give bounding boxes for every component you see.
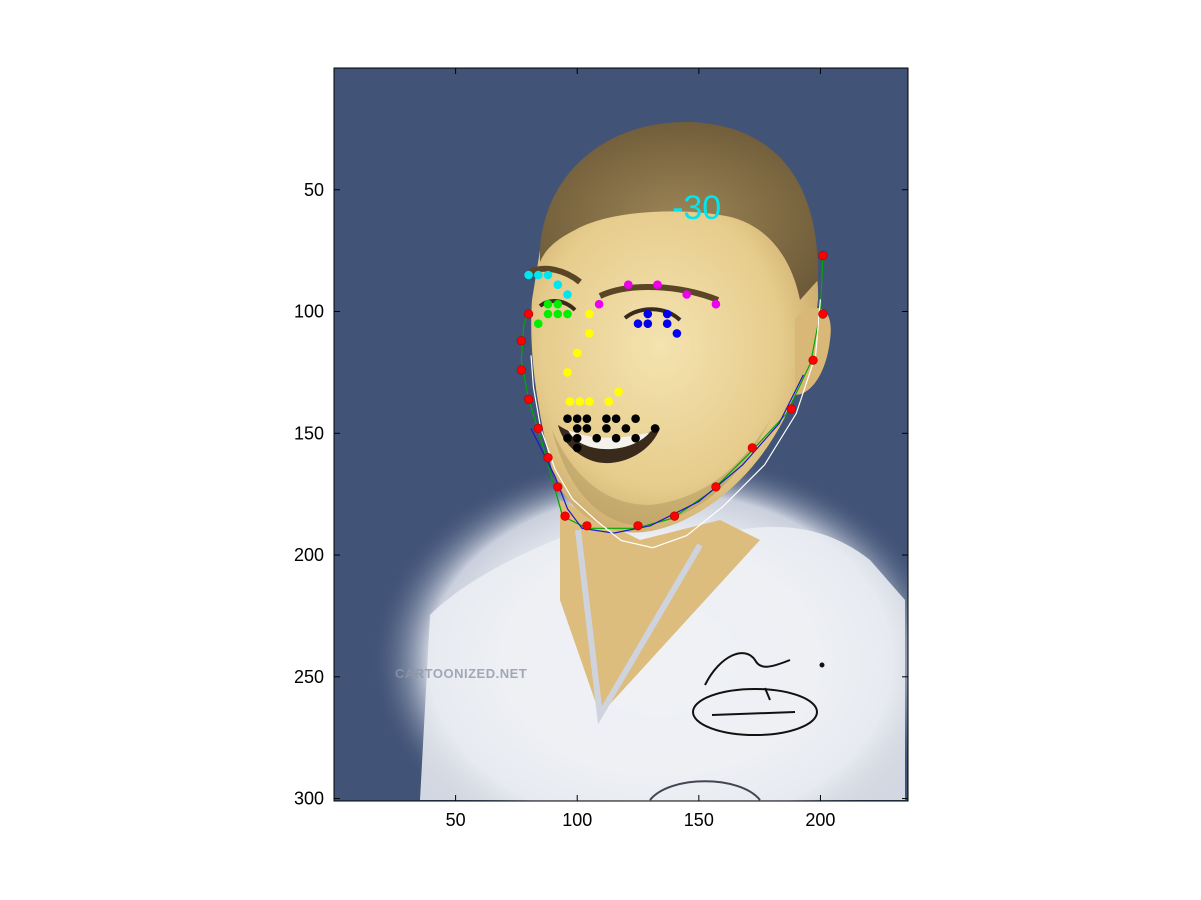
axes-frame (333, 67, 909, 802)
left-brow-point (563, 290, 572, 299)
fit-white-curve (530, 299, 821, 549)
jaw-point (818, 309, 828, 319)
left-eye-point (543, 309, 553, 319)
mouth-point (621, 424, 631, 433)
axis-ticks: 50 100 150 200 50 100 150 200 250 300 (294, 68, 908, 830)
left-eye-point (534, 319, 543, 329)
left-brow-point (553, 280, 563, 290)
mouth-point (572, 424, 582, 433)
nose-point (585, 397, 594, 406)
beard-shadow (552, 420, 770, 526)
nose-point (575, 397, 584, 406)
right-brow-point (653, 280, 662, 290)
left-brow-point (543, 270, 553, 280)
portrait-image: CARTOONIZED.NET (370, 121, 908, 801)
jaw-point (523, 309, 534, 319)
mouth-point (572, 414, 582, 424)
right-eye-point (643, 309, 653, 319)
jaw-point (516, 365, 526, 375)
nose-point (565, 397, 575, 406)
jaw-point (818, 250, 828, 261)
left-brow-point (524, 270, 533, 280)
y-tick-label: 50 (304, 180, 324, 200)
teeth (568, 430, 650, 450)
jaw-point (543, 453, 553, 463)
right-brow-point (711, 299, 721, 309)
mouth-point (611, 414, 621, 424)
landmark-points (516, 250, 828, 531)
mouth-point (592, 433, 601, 443)
mouth-point (602, 424, 611, 433)
mouth-point (650, 424, 660, 433)
jaw-point (786, 404, 796, 414)
right-eye-point (662, 309, 672, 319)
right-eye-point (633, 319, 643, 329)
hair (540, 121, 819, 300)
x-tick-label: 50 (446, 810, 466, 830)
left-brow-point (534, 270, 543, 280)
nose-point (614, 387, 623, 397)
x-tick-label: 200 (805, 810, 835, 830)
fit-green-curve (520, 255, 824, 529)
left-eye-point (553, 299, 563, 309)
nose-point (572, 348, 582, 358)
jaw-point (669, 511, 680, 521)
y-tick-label: 150 (294, 423, 324, 443)
mouth-point (631, 414, 640, 424)
mouth-point (572, 443, 582, 453)
right-eye-shape (623, 307, 682, 322)
mouth-point (582, 414, 592, 424)
jaw-point (523, 394, 534, 404)
mouth-point (611, 433, 621, 443)
jaw-point (553, 482, 563, 492)
nose-point (585, 309, 594, 319)
jaw-point (560, 511, 570, 521)
mouth-point (563, 433, 572, 443)
left-brow-shape (528, 265, 582, 285)
x-tick-label: 150 (684, 810, 714, 830)
right-eye-point (672, 329, 682, 338)
angle-annotation: -30 (672, 189, 721, 227)
y-tick-label: 250 (294, 667, 324, 687)
jaw-point (808, 355, 818, 365)
signature-image (692, 652, 825, 736)
right-brow-point (682, 290, 691, 299)
mouth-point (582, 424, 592, 433)
mouth-point (572, 433, 582, 443)
y-tick-label: 300 (294, 789, 324, 809)
left-eye-point (563, 309, 572, 319)
right-eye-point (643, 319, 653, 329)
right-eye-point (662, 319, 672, 329)
y-tick-label: 100 (294, 302, 324, 322)
right-brow-point (594, 299, 604, 309)
mouth-point (602, 414, 611, 424)
nose-point (604, 397, 614, 406)
shirt-emblem (649, 780, 761, 801)
x-tick-label: 100 (562, 810, 592, 830)
jaw-point (533, 423, 543, 434)
nose-point (585, 329, 594, 338)
y-tick-label: 200 (294, 545, 324, 565)
jaw-point (633, 521, 643, 531)
nose-point (563, 368, 572, 377)
left-eye-point (543, 299, 553, 309)
mouth-point (563, 414, 572, 424)
jaw-point (747, 443, 757, 453)
collar-line (575, 529, 703, 725)
jaw-point (516, 336, 526, 346)
right-brow-point (624, 280, 633, 290)
jaw-point (582, 521, 592, 531)
watermark-label: CARTOONIZED.NET (395, 666, 527, 681)
jaw-point (711, 482, 721, 492)
mouth-point (631, 433, 640, 443)
left-eye-point (553, 309, 563, 319)
